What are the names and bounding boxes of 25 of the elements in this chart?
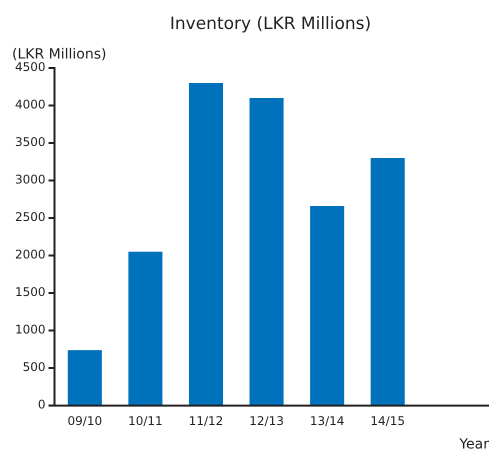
bar xyxy=(188,83,224,406)
x-tick-label: 12/13 xyxy=(249,414,284,428)
bar xyxy=(310,206,344,406)
y-tick-label: 2000 xyxy=(14,248,46,262)
bar xyxy=(250,98,284,406)
y-axis-title: (LKR Millions) xyxy=(12,46,106,63)
x-axis-title: Year xyxy=(458,436,490,453)
y-tick-label: 0 xyxy=(38,398,46,412)
y-tick-label: 1000 xyxy=(14,322,46,337)
y-tick-label: 500 xyxy=(22,360,46,374)
y-tick-label: 3500 xyxy=(14,135,46,150)
x-tick-label: 10/11 xyxy=(128,414,163,428)
y-tick-label: 1500 xyxy=(14,285,46,300)
x-tick-label: 09/10 xyxy=(68,414,102,428)
bar xyxy=(370,158,405,406)
y-tick-label: 4000 xyxy=(14,98,46,112)
x-tick-label: 11/12 xyxy=(188,414,224,428)
x-tick-label: 13/14 xyxy=(310,414,344,428)
bar xyxy=(68,350,102,406)
y-tick-label: 2500 xyxy=(14,210,46,224)
y-tick-label: 3000 xyxy=(14,172,46,187)
bar xyxy=(128,252,162,406)
y-tick-label: 4500 xyxy=(14,60,46,74)
x-tick-label: 14/15 xyxy=(370,414,406,428)
chart-title: Inventory (LKR Millions) xyxy=(170,14,372,34)
